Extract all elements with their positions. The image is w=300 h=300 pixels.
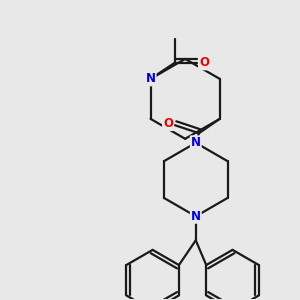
Text: O: O <box>199 56 209 69</box>
Text: N: N <box>191 210 201 223</box>
Text: O: O <box>163 117 173 130</box>
Text: N: N <box>191 136 201 149</box>
Text: N: N <box>146 72 156 86</box>
